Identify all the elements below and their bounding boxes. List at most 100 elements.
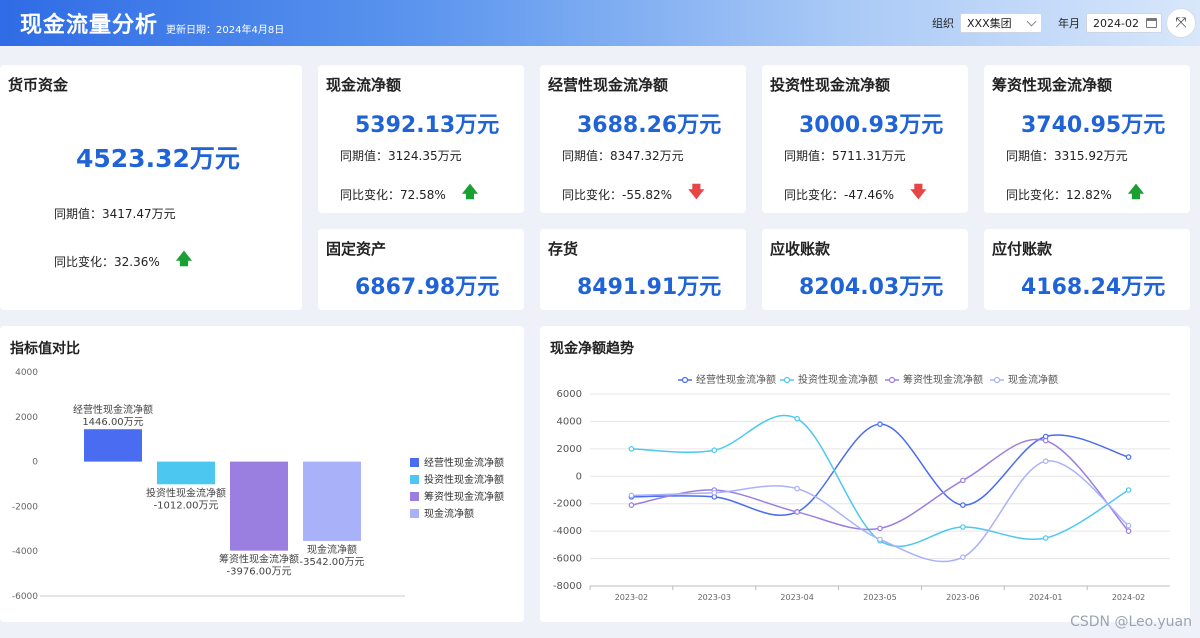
bar-data-label: 1446.00万元 <box>82 417 143 428</box>
kpi-change: 同比变化：-55.82% 🡇 <box>562 181 705 208</box>
org-select[interactable]: XXX集团 <box>960 13 1042 33</box>
y-tick-label: -4000 <box>553 526 582 537</box>
kpi-card-operating: 经营性现金流净额 3688.26万元 同期值：8347.32万元 同比变化：-5… <box>540 65 746 213</box>
bar[interactable] <box>157 461 215 485</box>
data-point[interactable] <box>960 502 966 508</box>
legend-label[interactable]: 筹资性现金流净额 <box>424 490 504 503</box>
data-point[interactable] <box>1125 454 1132 460</box>
legend-label[interactable]: 投资性现金流净额 <box>424 473 504 486</box>
data-point[interactable] <box>711 447 718 454</box>
arrow-down-icon: 🡇 <box>910 182 927 201</box>
legend-label[interactable]: 现金流净额 <box>424 507 474 520</box>
data-point[interactable] <box>628 446 635 452</box>
kpi-value: 3688.26万元 <box>577 113 722 138</box>
bar-chart-title: 指标值对比 <box>10 341 80 357</box>
data-point[interactable] <box>1125 487 1132 493</box>
kpi-prev: 同期值：3124.35万元 <box>340 149 462 163</box>
data-point[interactable] <box>1125 522 1132 529</box>
data-point[interactable] <box>877 421 883 427</box>
y-tick-label: 6000 <box>557 389 582 400</box>
y-tick-label: 2000 <box>557 444 582 455</box>
asset-title: 固定资产 <box>326 240 387 258</box>
kpi-change: 同比变化：-47.46% 🡇 <box>784 181 927 208</box>
kpi-card-financing: 筹资性现金流净额 3740.95万元 同期值：3315.92万元 同比变化：12… <box>984 65 1190 213</box>
bar-category-label: 筹资性现金流净额 <box>219 553 299 566</box>
x-tick-label: 2023-06 <box>946 593 979 602</box>
y-tick-label: -8000 <box>553 581 582 592</box>
y-tick-label: -2000 <box>553 499 582 510</box>
data-point[interactable] <box>960 554 966 561</box>
asset-card-fixed-assets: 固定资产 6867.98万元 <box>318 229 524 310</box>
arrow-up-icon: 🡅 <box>175 249 193 268</box>
month-picker[interactable]: 2024-02 <box>1086 13 1162 33</box>
bar-data-label: -1012.00万元 <box>154 500 219 511</box>
y-tick-label: -6000 <box>12 592 38 602</box>
bar-category-label: 投资性现金流净额 <box>146 486 226 499</box>
y-tick-label: -6000 <box>553 554 582 565</box>
fullscreen-icon: ⤧ <box>1175 15 1187 31</box>
kpi-prev: 同期值：8347.32万元 <box>562 149 684 163</box>
kpi-prev: 同期值：3417.47万元 <box>54 207 176 221</box>
month-picker-value: 2024-02 <box>1093 16 1139 30</box>
fullscreen-button[interactable]: ⤧ <box>1166 8 1196 38</box>
x-tick-label: 2024-02 <box>1112 593 1145 602</box>
kpi-card-net-cash: 现金流净额 5392.13万元 同期值：3124.35万元 同比变化：72.58… <box>318 65 524 213</box>
line-chart-panel: 现金净额趋势 6000 4000 2000 0 -2000 -4000 -6000 -8000… <box>540 326 1190 622</box>
legend-label[interactable]: 现金流净额 <box>1008 373 1058 386</box>
legend-marker <box>783 376 791 384</box>
legend-swatch <box>410 492 419 501</box>
bar[interactable] <box>230 461 288 551</box>
kpi-title: 货币资金 <box>8 76 69 94</box>
kpi-value: 3000.93万元 <box>799 113 944 138</box>
data-point[interactable] <box>794 415 800 422</box>
x-tick-label: 2023-04 <box>780 593 813 602</box>
data-point[interactable] <box>628 492 635 499</box>
y-tick-label: -4000 <box>12 547 38 557</box>
org-select-value: XXX集团 <box>967 17 1012 30</box>
x-tick-label: 2023-03 <box>698 593 731 602</box>
kpi-card-cash-funds: 货币资金 4523.32万元 同期值：3417.47万元 同比变化：32.36%… <box>0 65 302 310</box>
data-point[interactable] <box>794 485 800 492</box>
legend-label[interactable]: 投资性现金流净额 <box>798 373 878 386</box>
bar-chart: 400020000-2000-4000-6000经营性现金流净额1446.00万… <box>12 368 504 602</box>
bar[interactable] <box>84 429 142 462</box>
arrow-up-icon: 🡅 <box>1127 182 1145 201</box>
asset-value: 8491.91万元 <box>577 275 722 300</box>
kpi-prev: 同期值：5711.31万元 <box>784 149 906 163</box>
kpi-prev: 同期值：3315.92万元 <box>1006 149 1128 163</box>
bar[interactable] <box>303 461 361 541</box>
series-line[interactable] <box>631 423 1129 517</box>
bar-chart-panel: 指标值对比 4000 2000 0 -2000 -4000 -6000 经营性现金流净额 14… <box>0 326 524 622</box>
data-point[interactable] <box>960 524 966 530</box>
data-point[interactable] <box>1042 535 1049 541</box>
data-point[interactable] <box>794 509 800 515</box>
legend-label[interactable]: 筹资性现金流净额 <box>903 373 983 386</box>
kpi-value: 4523.32万元 <box>76 144 240 173</box>
data-point[interactable] <box>960 477 966 484</box>
legend-swatch <box>410 475 419 484</box>
line-chart-title: 现金净额趋势 <box>550 341 634 357</box>
asset-value: 4168.24万元 <box>1021 275 1166 300</box>
data-point[interactable] <box>1042 437 1049 444</box>
asset-title: 应收账款 <box>770 240 831 258</box>
data-point[interactable] <box>711 489 718 496</box>
org-label: 组织 <box>932 17 954 30</box>
series-line[interactable] <box>631 438 1130 532</box>
asset-card-inventory: 存货 8491.91万元 <box>540 229 746 310</box>
legend-label[interactable]: 经营性现金流净额 <box>424 456 504 469</box>
data-point[interactable] <box>877 536 883 543</box>
header-bar: 现金流量分析 更新日期：2024年4月8日 组织 XXX集团 年月 2024-0… <box>0 0 1200 46</box>
data-point[interactable] <box>1042 458 1049 465</box>
filter-bar: 组织 XXX集团 年月 2024-02 <box>932 13 1162 33</box>
arrow-up-icon: 🡅 <box>461 182 479 201</box>
legend-label[interactable]: 经营性现金流净额 <box>696 373 776 386</box>
legend-swatch <box>410 509 419 518</box>
legend-marker <box>888 376 896 384</box>
data-point[interactable] <box>628 502 635 508</box>
calendar-icon <box>1146 18 1157 28</box>
legend-marker <box>993 376 1001 384</box>
page-title: 现金流量分析 <box>20 13 159 38</box>
data-point[interactable] <box>1125 528 1132 534</box>
x-tick-label: 2023-05 <box>863 593 896 602</box>
data-point[interactable] <box>877 525 883 532</box>
